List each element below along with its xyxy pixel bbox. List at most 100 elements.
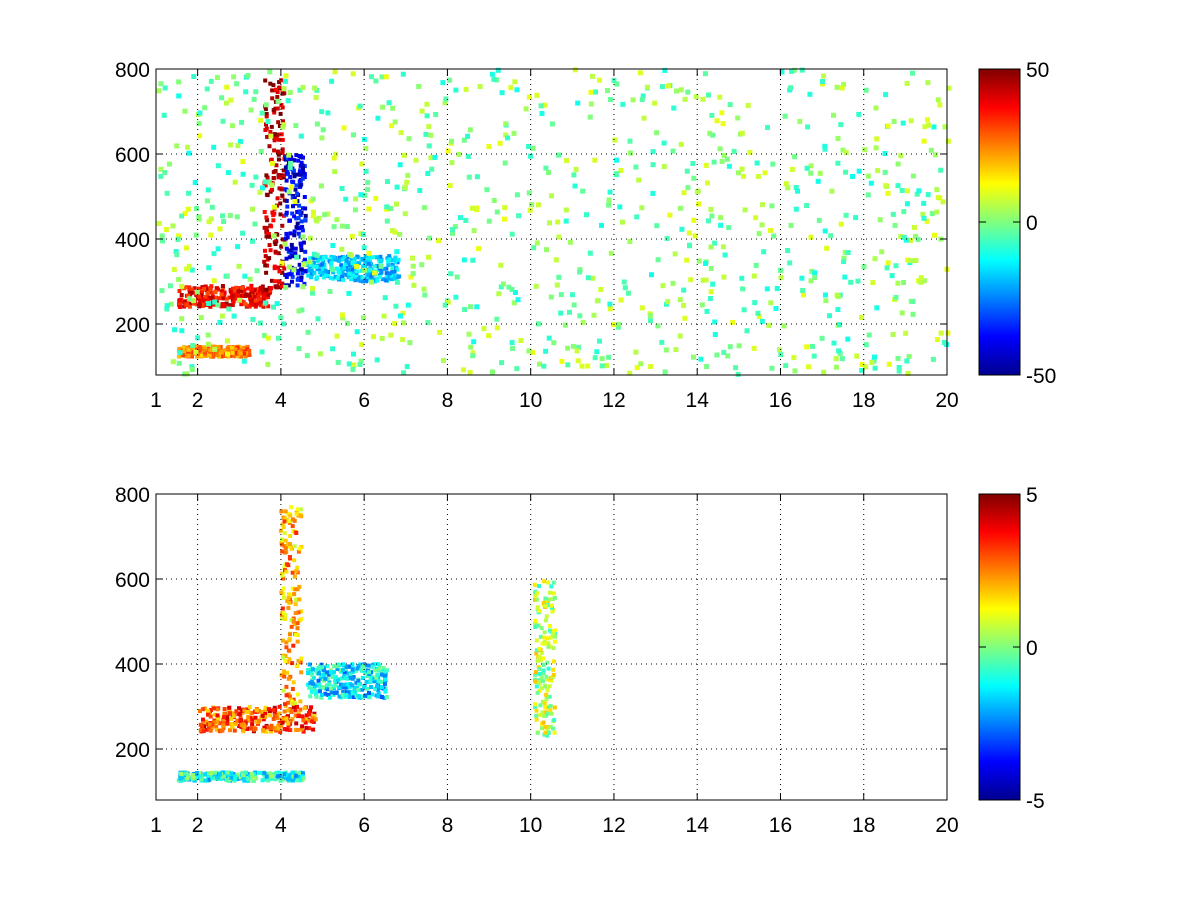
heatmap-cell: [382, 679, 387, 684]
heatmap-cell: [704, 308, 710, 314]
heatmap-cell: [303, 720, 308, 725]
heatmap-cell: [703, 277, 709, 283]
heatmap-cell: [294, 153, 299, 158]
heatmap-cell: [707, 130, 713, 136]
heatmap-cell: [283, 509, 288, 514]
heatmap-cell: [839, 356, 845, 362]
heatmap-cell: [870, 280, 876, 285]
heatmap-cell: [275, 774, 280, 779]
heatmap-cell: [297, 179, 302, 184]
heatmap-cell: [348, 672, 353, 677]
heatmap-cell: [314, 218, 320, 224]
heatmap-cell: [648, 364, 654, 369]
heatmap-cell: [785, 248, 791, 253]
heatmap-cell: [216, 347, 220, 352]
heatmap-cell: [280, 91, 285, 96]
heatmap-cell: [184, 303, 189, 308]
heatmap-cell: [294, 721, 299, 726]
heatmap-cell: [298, 172, 303, 177]
heatmap-cell: [274, 726, 279, 731]
heatmap-cell: [313, 717, 318, 722]
heatmap-cell: [251, 715, 256, 720]
heatmap-cell: [295, 728, 300, 732]
heatmap-cell: [257, 189, 263, 195]
heatmap-cell: [539, 626, 544, 630]
heatmap-cell: [904, 358, 910, 364]
heatmap-cell: [542, 701, 547, 706]
heatmap-cell: [214, 770, 219, 775]
heatmap-cell: [268, 713, 273, 718]
heatmap-cell: [242, 351, 246, 356]
heatmap-cell: [307, 711, 311, 715]
y-tick-label: 200: [115, 314, 150, 337]
heatmap-cell: [404, 179, 410, 185]
heatmap-cell: [361, 666, 366, 671]
heatmap-cell: [660, 283, 666, 289]
heatmap-cell: [465, 153, 471, 159]
heatmap-cell: [257, 718, 262, 723]
heatmap-cell: [379, 74, 385, 80]
heatmap-cell: [801, 292, 806, 298]
colorbar-tick-label: -50: [1026, 365, 1056, 388]
heatmap-cell: [278, 111, 283, 116]
heatmap-cell: [265, 193, 270, 198]
heatmap-cell: [252, 776, 257, 781]
heatmap-cell: [308, 708, 313, 713]
heatmap-cell: [498, 284, 504, 290]
heatmap-cell: [297, 170, 302, 175]
heatmap-cell: [300, 163, 305, 168]
heatmap-cell: [231, 353, 236, 358]
heatmap-cell: [224, 301, 229, 306]
x-tick-label: 16: [769, 389, 792, 412]
heatmap-cell: [499, 90, 505, 96]
heatmap-cell: [170, 359, 176, 365]
heatmap-cell: [212, 706, 217, 711]
heatmap-cell: [368, 674, 373, 679]
heatmap-cell: [661, 164, 667, 170]
heatmap-cell: [280, 137, 285, 142]
heatmap-cell: [856, 168, 862, 174]
heatmap-cell: [280, 281, 285, 286]
heatmap-cell: [222, 707, 227, 711]
heatmap-cell: [753, 262, 759, 268]
heatmap-cell: [551, 580, 556, 585]
heatmap-cell: [275, 132, 280, 137]
heatmap-cell: [284, 716, 289, 721]
heatmap-cell: [410, 255, 415, 261]
heatmap-cell: [872, 354, 877, 360]
heatmap-cell: [258, 117, 264, 123]
heatmap-cell: [183, 350, 188, 355]
heatmap-cell: [382, 695, 387, 700]
heatmap-cell: [267, 243, 272, 248]
heatmap-cell: [259, 185, 265, 191]
heatmap-cell: [222, 715, 226, 720]
heatmap-cell: [840, 147, 846, 153]
heatmap-cell: [921, 278, 927, 284]
heatmap-cell: [282, 266, 287, 271]
heatmap-cell: [254, 268, 260, 274]
heatmap-cell: [491, 198, 497, 203]
heatmap-cell: [287, 637, 292, 642]
heatmap-cell: [280, 147, 285, 152]
heatmap-cell: [311, 667, 315, 672]
heatmap-cell: [535, 591, 540, 596]
heatmap-cell: [355, 269, 360, 274]
heatmap-cell: [545, 636, 550, 641]
heatmap-cell: [873, 145, 879, 151]
heatmap-cell: [288, 218, 292, 223]
heatmap-cell: [546, 170, 551, 175]
x-tick-label: 4: [275, 389, 287, 412]
heatmap-cell: [243, 354, 248, 359]
heatmap-cell: [471, 228, 477, 234]
heatmap-cell: [299, 656, 304, 661]
heatmap-cell: [279, 132, 284, 137]
heatmap-cell: [293, 632, 298, 637]
heatmap-cell: [218, 776, 223, 781]
heatmap-cell: [269, 278, 274, 283]
heatmap-cell: [381, 267, 386, 271]
heatmap-cell: [250, 206, 255, 212]
heatmap-cell: [202, 105, 208, 111]
heatmap-cell: [197, 133, 203, 139]
heatmap-cell: [351, 132, 356, 138]
heatmap-cell: [841, 255, 847, 261]
